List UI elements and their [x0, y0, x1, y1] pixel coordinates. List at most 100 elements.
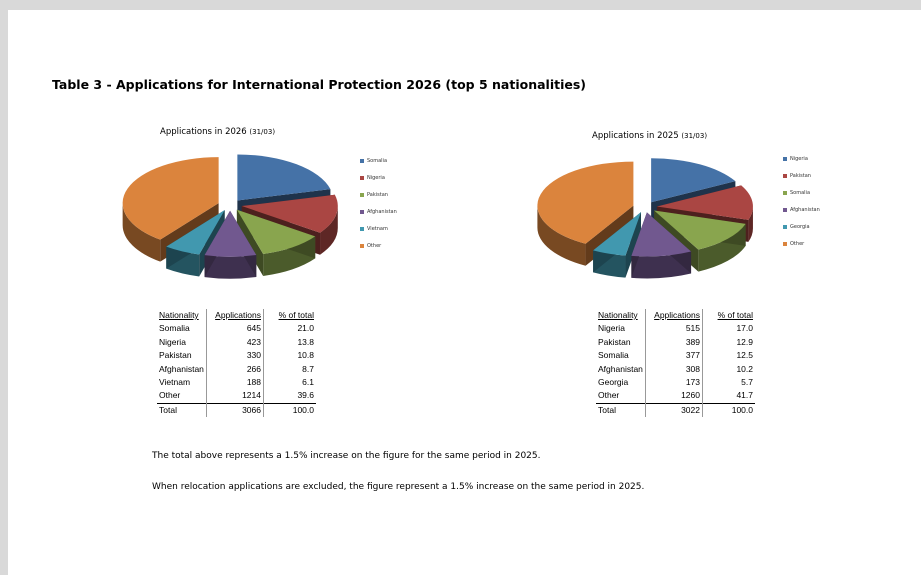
- cell-percent: 12.9: [736, 336, 753, 347]
- cell-percent: 41.7: [736, 390, 753, 401]
- legend-item-other: Other: [783, 235, 820, 252]
- legend-item-nigeria: Nigeria: [360, 169, 397, 186]
- cell-percent: 5.7: [741, 377, 753, 388]
- cell-nationality: Somalia: [596, 349, 646, 363]
- cell-percent: 6.1: [302, 377, 314, 388]
- pie-slice-vietnam: [166, 210, 225, 255]
- chart-title-2025: Applications in 2025 (31/03): [592, 131, 707, 141]
- chart-legend-2025: Nigeria Pakistan Somalia Afghanistan Georgia…: [783, 150, 820, 252]
- legend-item-other: Other: [360, 237, 397, 254]
- cell-nationality: Other: [596, 389, 646, 404]
- legend-item-georgia: Georgia: [783, 218, 820, 235]
- legend-item-somalia: Somalia: [783, 184, 820, 201]
- cell-applications: 1214: [206, 389, 264, 404]
- table-total-row: Total 3022 100.0: [596, 402, 755, 418]
- legend-label: Somalia: [367, 157, 388, 164]
- cell-nationality: Vietnam: [157, 376, 207, 390]
- chart-title-text: Applications in 2025: [592, 131, 679, 141]
- cell-percent: 13.8: [297, 336, 314, 347]
- cell-percent: 39.6: [297, 390, 314, 401]
- col-header-percent: % of total: [717, 310, 753, 320]
- chart-title-2026: Applications in 2026 (31/03): [160, 127, 275, 137]
- pie-slice-nigeria: [651, 158, 736, 203]
- pie-slice-other: [537, 161, 634, 244]
- pie-slice-afghanistan: [204, 210, 257, 257]
- legend-label: Vietnam: [367, 225, 388, 232]
- nationality-table-2026: Nationality Applications % of total Soma…: [157, 309, 316, 418]
- cell-applications: 266: [206, 362, 264, 377]
- cell-nationality: Nigeria: [157, 335, 207, 350]
- cell-applications: 308: [645, 362, 703, 377]
- col-header-nationality: Nationality: [596, 309, 646, 323]
- legend-swatch: [360, 209, 364, 214]
- col-header-nationality: Nationality: [157, 309, 207, 323]
- legend-swatch: [783, 156, 787, 161]
- legend-label: Nigeria: [367, 174, 385, 181]
- legend-swatch: [783, 173, 787, 178]
- legend-item-nigeria: Nigeria: [783, 150, 820, 167]
- legend-label: Somalia: [790, 189, 811, 196]
- table-row: Somalia 377 12.5: [596, 349, 755, 363]
- cell-applications: 423: [206, 335, 264, 350]
- cell-nationality: Somalia: [157, 322, 207, 336]
- pie-slice-pakistan: [656, 185, 753, 220]
- col-header-percent: % of total: [278, 310, 314, 320]
- cell-applications: 515: [645, 322, 703, 336]
- pie-chart-2026: [122, 154, 338, 279]
- pie-slice-pakistan: [236, 209, 316, 254]
- cell-applications: 1260: [645, 389, 703, 404]
- cell-total-label: Total: [596, 402, 646, 418]
- legend-label: Other: [367, 242, 382, 249]
- pie-chart-2025: [537, 158, 753, 279]
- table-header-row: Nationality Applications % of total: [157, 309, 316, 323]
- table-row: Other 1214 39.6: [157, 389, 316, 404]
- legend-swatch: [360, 175, 364, 180]
- pie-slice-other: [122, 157, 219, 240]
- table-row: Afghanistan 266 8.7: [157, 362, 316, 377]
- cell-total-label: Total: [157, 402, 207, 418]
- legend-label: Pakistan: [790, 172, 811, 179]
- chart-subtitle: (31/03): [681, 132, 708, 140]
- legend-item-pakistan: Pakistan: [783, 167, 820, 184]
- cell-total-applications: 3066: [206, 402, 264, 418]
- table-row: Nigeria 515 17.0: [596, 322, 755, 336]
- col-header-applications: Applications: [206, 309, 264, 323]
- cell-nationality: Nigeria: [596, 322, 646, 336]
- table-total-row: Total 3066 100.0: [157, 402, 316, 418]
- legend-item-afghanistan: Afghanistan: [360, 203, 397, 220]
- cell-nationality: Pakistan: [596, 335, 646, 350]
- table-header-row: Nationality Applications % of total: [596, 309, 755, 323]
- cell-percent: 21.0: [297, 323, 314, 334]
- table-row: Afghanistan 308 10.2: [596, 362, 755, 377]
- cell-percent: 8.7: [302, 363, 314, 374]
- legend-label: Nigeria: [790, 155, 808, 162]
- table-row: Other 1260 41.7: [596, 389, 755, 404]
- pie-slice-georgia: [593, 212, 641, 256]
- legend-swatch: [783, 207, 787, 212]
- legend-label: Georgia: [790, 223, 810, 230]
- pie-slice-somalia: [654, 210, 746, 250]
- cell-applications: 645: [206, 322, 264, 336]
- legend-item-vietnam: Vietnam: [360, 220, 397, 237]
- legend-swatch: [783, 224, 787, 229]
- chart-legend-2026: Somalia Nigeria Pakistan Afghanistan Vietnam…: [360, 152, 397, 254]
- cell-nationality: Pakistan: [157, 349, 207, 363]
- table-row: Somalia 645 21.0: [157, 322, 316, 336]
- cell-percent: 10.2: [736, 363, 753, 374]
- legend-item-somalia: Somalia: [360, 152, 397, 169]
- cell-percent: 17.0: [736, 323, 753, 334]
- legend-swatch: [360, 192, 364, 197]
- pie-slice-nigeria: [241, 194, 338, 233]
- cell-percent: 10.8: [297, 350, 314, 361]
- legend-label: Other: [790, 240, 805, 247]
- col-header-applications: Applications: [645, 309, 703, 323]
- cell-nationality: Afghanistan: [157, 362, 207, 377]
- cell-applications: 188: [206, 376, 264, 390]
- table-row: Nigeria 423 13.8: [157, 335, 316, 350]
- cell-nationality: Georgia: [596, 376, 646, 390]
- legend-label: Pakistan: [367, 191, 388, 198]
- pie-slice-afghanistan: [631, 212, 692, 257]
- summary-note-1: The total above represents a 1.5% increa…: [152, 451, 541, 461]
- cell-total-percent: 100.0: [702, 402, 755, 418]
- table-row: Pakistan 330 10.8: [157, 349, 316, 363]
